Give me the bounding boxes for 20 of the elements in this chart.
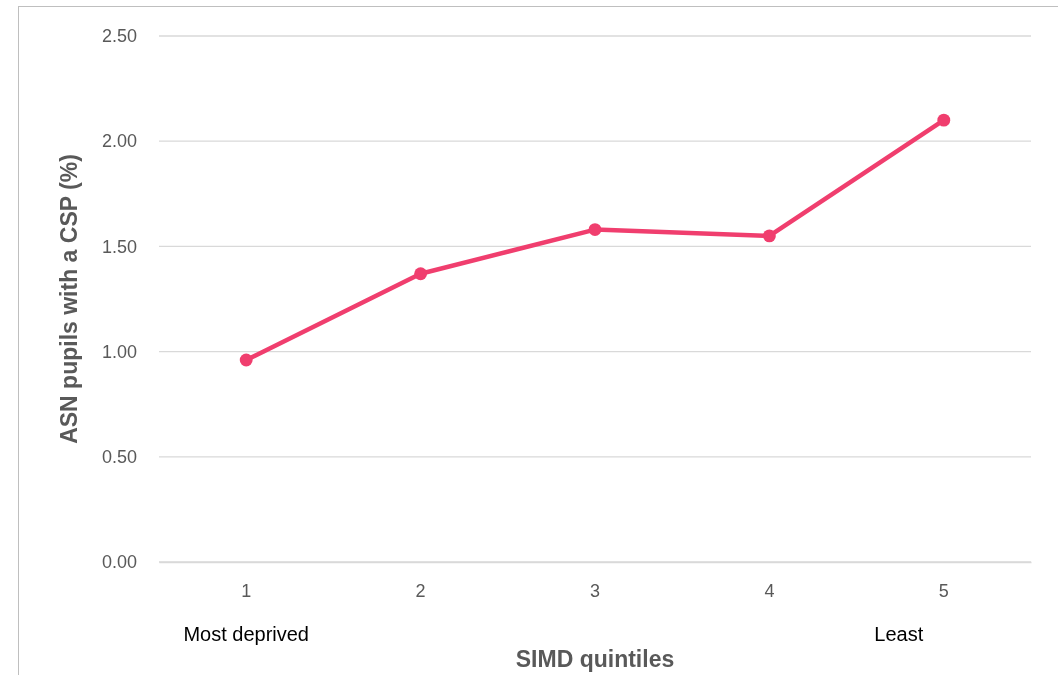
x-tick-label: 3	[589, 580, 601, 601]
x-tick-label: 1	[241, 580, 252, 601]
x-tick-label: 2	[415, 580, 426, 601]
text: Most deprived	[183, 623, 310, 645]
point	[588, 223, 602, 236]
x-tick-label: 4	[764, 580, 775, 601]
y-tick-label: 0.00	[101, 552, 137, 573]
y-axis-title: ASN pupils with a CSP (%)	[56, 154, 82, 444]
y-tick-label: 0.50	[101, 447, 137, 468]
y-tick-label: 2.50	[101, 26, 137, 47]
point	[762, 229, 776, 243]
point	[937, 113, 951, 127]
point	[239, 353, 253, 367]
point	[414, 267, 428, 281]
y-tick-label: 2.00	[101, 131, 137, 152]
x-axis-title: SIMD quintiles	[515, 646, 675, 672]
y-tick-label: 1.50	[101, 236, 137, 257]
y-tick-label: 1.00	[101, 341, 137, 362]
text: Least	[874, 623, 924, 645]
x-tick-label: 5	[938, 580, 949, 601]
